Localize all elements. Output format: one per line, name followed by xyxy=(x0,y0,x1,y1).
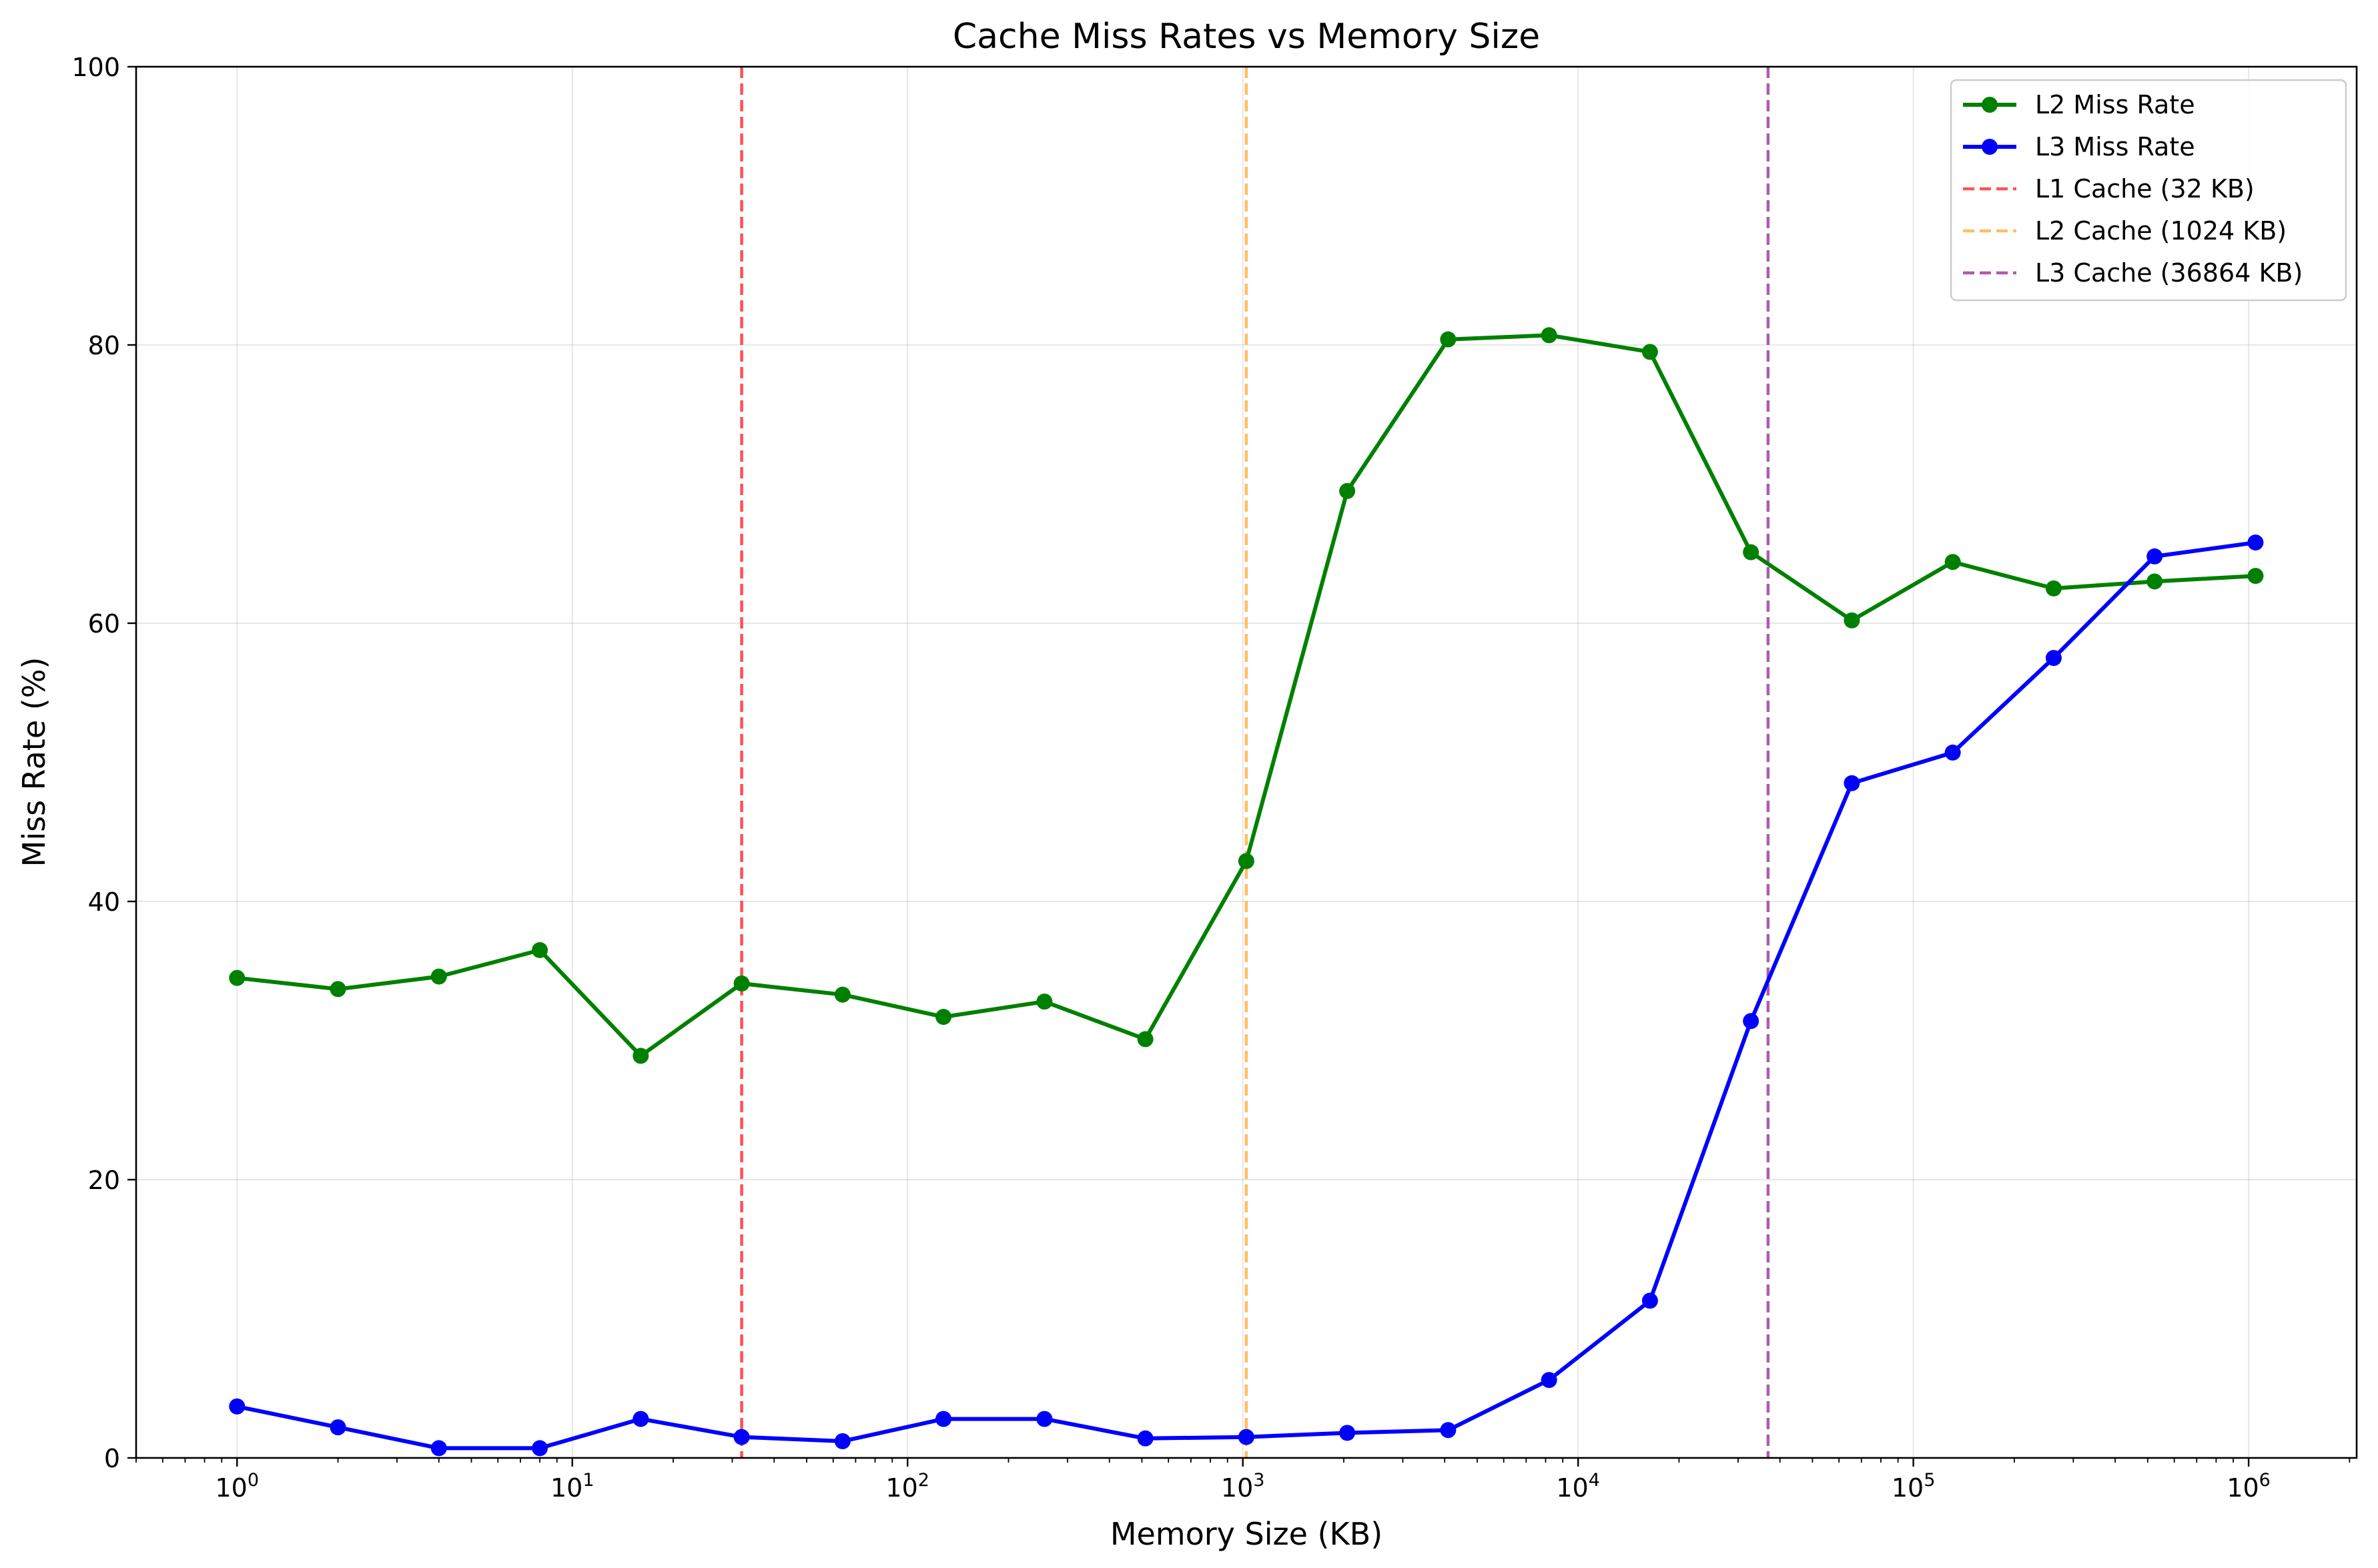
legend-label: L1 Cache (32 KB) xyxy=(2035,174,2255,204)
data-point xyxy=(1944,554,1961,570)
x-tick-label: 103 xyxy=(1221,1470,1265,1503)
cache-size-lines xyxy=(740,67,1770,1458)
data-point xyxy=(2247,534,2264,551)
y-tick-label: 100 xyxy=(71,53,120,82)
x-tick-label: 100 xyxy=(215,1470,259,1503)
data-point xyxy=(229,969,246,986)
x-tick-label: 105 xyxy=(1892,1470,1936,1503)
data-point xyxy=(733,975,750,992)
y-tick-label: 80 xyxy=(88,331,120,360)
data-point xyxy=(2045,580,2062,597)
data-point xyxy=(2247,568,2264,584)
legend-entry: L1 Cache (32 KB) xyxy=(1963,174,2255,204)
data-point xyxy=(1541,1372,1557,1389)
chart-title: Cache Miss Rates vs Memory Size xyxy=(953,17,1540,57)
x-tick-label: 101 xyxy=(550,1470,594,1503)
y-tick-label: 60 xyxy=(88,609,120,639)
x-axis-label: Memory Size (KB) xyxy=(1110,1516,1382,1552)
legend-label: L2 Cache (1024 KB) xyxy=(2035,216,2287,246)
data-point xyxy=(229,1398,246,1415)
data-point xyxy=(1440,331,1457,348)
data-point xyxy=(330,1419,346,1436)
legend-swatch-marker xyxy=(1982,97,1998,113)
data-point xyxy=(1743,544,1759,560)
data-point xyxy=(2146,573,2163,590)
data-point xyxy=(834,986,851,1003)
plot-frame xyxy=(135,65,2358,1459)
data-point xyxy=(1743,1013,1759,1030)
series-group xyxy=(229,534,2264,1457)
data-point xyxy=(1339,482,1356,499)
legend-label: L2 Miss Rate xyxy=(2035,90,2195,119)
data-point xyxy=(1844,612,1860,629)
data-point xyxy=(1440,1422,1457,1439)
data-point xyxy=(1844,775,1860,791)
data-point xyxy=(1641,1292,1658,1309)
data-point xyxy=(430,1440,447,1457)
x-tick-label: 104 xyxy=(1556,1470,1600,1503)
x-tick-label: 106 xyxy=(2227,1470,2271,1503)
axis-ticks: 0 20 40 60 80 100 100 101 102 103 104 105 106 xyxy=(71,53,2351,1503)
legend-entry: L2 Miss Rate xyxy=(1963,90,2195,119)
data-point xyxy=(733,1429,750,1445)
x-tick-label: 102 xyxy=(885,1470,929,1503)
data-point xyxy=(935,1009,952,1026)
legend-entry: L3 Miss Rate xyxy=(1963,132,2195,161)
legend-items: L2 Miss Rate L3 Miss Rate L1 Cache (32 KB)… xyxy=(1963,90,2303,288)
series xyxy=(229,327,2264,1457)
data-point xyxy=(834,1433,851,1449)
y-tick-label: 0 xyxy=(104,1444,120,1473)
legend-label: L3 Cache (36864 KB) xyxy=(2035,258,2303,288)
data-point xyxy=(1036,994,1053,1010)
y-tick-label: 20 xyxy=(88,1166,120,1195)
data-point xyxy=(1137,1031,1154,1048)
data-point xyxy=(1238,1429,1254,1445)
legend: L2 Miss Rate L3 Miss Rate L1 Cache (32 KB)… xyxy=(1950,79,2347,302)
legend-label: L3 Miss Rate xyxy=(2035,132,2195,161)
data-point xyxy=(1137,1430,1154,1447)
data-point xyxy=(1944,744,1961,761)
legend-swatch-marker xyxy=(1982,139,1998,155)
data-point xyxy=(330,981,346,998)
data-point xyxy=(1641,344,1658,360)
data-point xyxy=(532,941,548,958)
data-point xyxy=(935,1411,952,1427)
legend-entry: L2 Cache (1024 KB) xyxy=(1963,216,2287,246)
data-point xyxy=(1238,853,1254,869)
data-point xyxy=(2146,548,2163,564)
legend-entry: L3 Cache (36864 KB) xyxy=(1963,258,2303,288)
data-point xyxy=(633,1048,649,1064)
data-point xyxy=(1036,1411,1053,1427)
data-point xyxy=(633,1411,649,1427)
y-axis-label: Miss Rate (%) xyxy=(16,657,52,867)
y-tick-label: 40 xyxy=(88,887,120,917)
data-point xyxy=(1541,327,1557,344)
data-point xyxy=(532,1440,548,1457)
series-group xyxy=(229,327,2264,1064)
legend-frame xyxy=(1950,79,2347,302)
data-point xyxy=(1339,1425,1356,1441)
data-point xyxy=(2045,650,2062,667)
data-point xyxy=(430,968,447,985)
